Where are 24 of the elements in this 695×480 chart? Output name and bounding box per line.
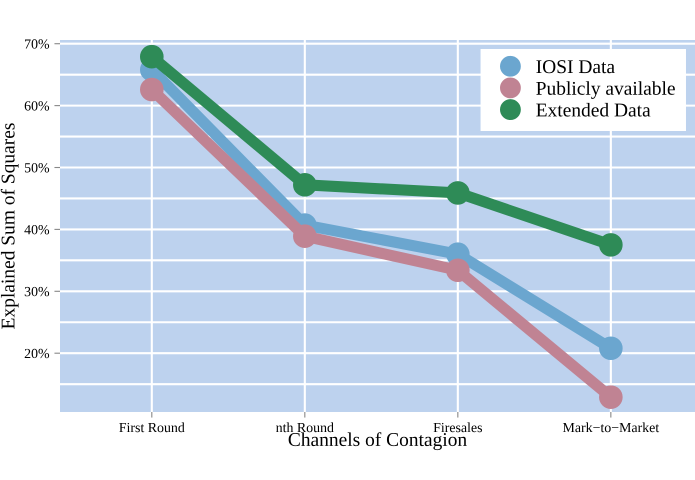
y-tick-label: 70% — [25, 39, 50, 49]
y-tick-label: 20% — [24, 348, 50, 358]
x-tick-label: First Round — [119, 422, 185, 432]
x-tick-label: Firesales — [434, 422, 482, 432]
y-tick-label: 60% — [24, 101, 50, 111]
point — [293, 224, 317, 248]
point — [599, 336, 623, 360]
point — [599, 233, 623, 257]
x-axis-title: Channels of Contagion — [288, 432, 467, 450]
y-tick-label: 30% — [24, 286, 50, 296]
legend-label: IOSI Data — [536, 60, 615, 74]
x-tick-label: nth Round — [276, 422, 334, 432]
x-tick-label: Mark−to−Market — [562, 422, 660, 432]
legend-label: Publicly available — [536, 81, 675, 99]
point — [599, 385, 623, 409]
point — [140, 78, 164, 102]
y-tick-label: 40% — [24, 224, 50, 234]
legend-label: Extended Data — [536, 102, 650, 117]
point — [293, 173, 317, 197]
y-tick-label: 50% — [24, 163, 50, 173]
point — [140, 44, 164, 69]
y-axis-title: Explained Sum of Squares — [0, 123, 19, 329]
point — [446, 181, 470, 205]
point — [446, 258, 470, 282]
